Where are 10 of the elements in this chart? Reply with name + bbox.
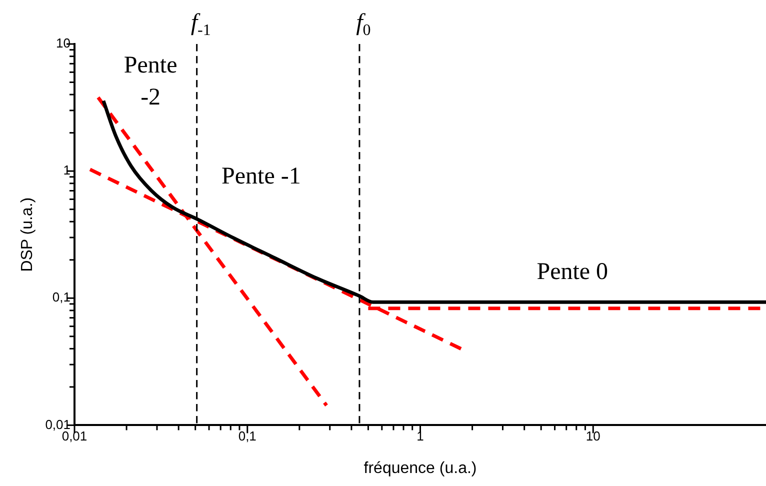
annotation: Pente -2 (124, 52, 178, 110)
y-tick-label: 0,01 (45, 416, 70, 432)
annotation: Pente -1 (222, 164, 301, 190)
x-axis-title: fréquence (u.a.) (364, 460, 477, 477)
y-tick-label: 10 (56, 36, 70, 51)
x-tick-label: 0,1 (238, 428, 256, 444)
y-tick-label: 0,1 (52, 290, 70, 305)
annotation: Pente 0 (536, 259, 608, 286)
y-axis-title: DSP (u.a.) (19, 197, 36, 272)
x-tick-label: 10 (586, 428, 600, 444)
